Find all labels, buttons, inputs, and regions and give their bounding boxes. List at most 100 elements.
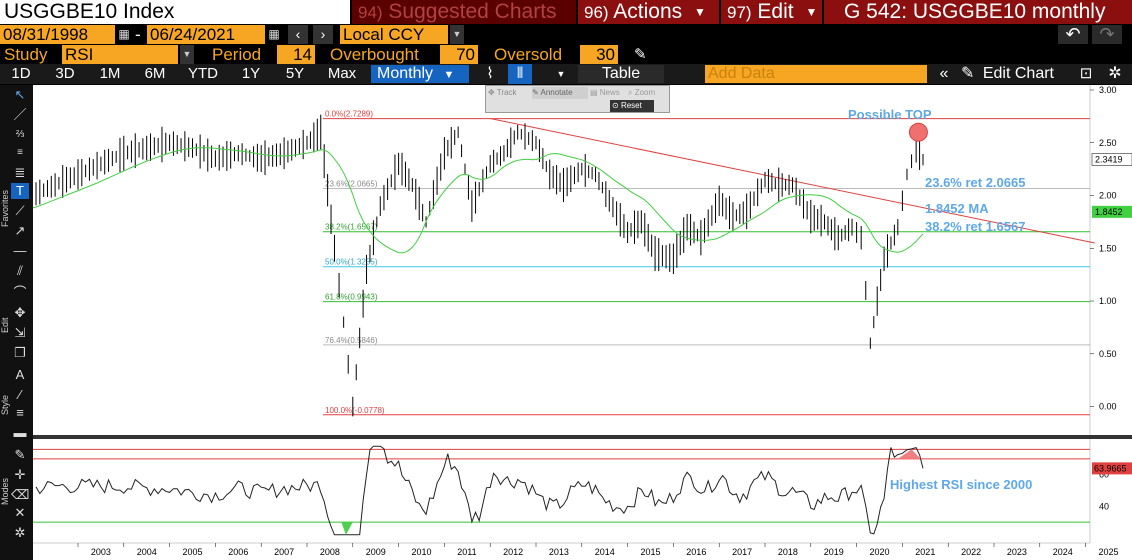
price-axis-tick-label: 1.00: [1099, 296, 1117, 306]
percent-tool-icon[interactable]: ⅔: [15, 129, 25, 140]
caret-down-icon: ▼: [805, 5, 818, 20]
period-button-1d[interactable]: 1D: [11, 65, 31, 82]
overbought-input[interactable]: 70: [440, 45, 478, 64]
x-axis-tick-label: 2004: [137, 547, 157, 557]
price-axis-tick-label: 0.00: [1099, 402, 1117, 412]
calendar-icon[interactable]: ▦: [118, 27, 130, 41]
cursor-plus-icon[interactable]: ⇲: [14, 325, 26, 340]
x-axis-tick-label: 2015: [641, 547, 661, 557]
chart-svg[interactable]: 3.00 2.50 2.00 1.50 1.00 0.50 0.00 0.0%(2.7289)…: [33, 85, 1132, 560]
oversold-input[interactable]: 30: [580, 45, 618, 64]
next-arrow-button[interactable]: ›: [313, 25, 333, 44]
rsi-annotation: Highest RSI since 2000: [890, 477, 1032, 492]
period-button-max[interactable]: Max: [327, 65, 357, 82]
edit-section-label: Edit: [0, 317, 10, 333]
prev-arrow-button[interactable]: ‹: [288, 25, 308, 44]
currency-select[interactable]: Local CCY: [340, 25, 448, 44]
zoom-label: Zoom: [634, 88, 656, 97]
track-label: Track: [496, 88, 517, 97]
eraser-icon[interactable]: ⌫: [11, 487, 30, 502]
copy-icon[interactable]: ❐: [14, 345, 26, 360]
chart-overlay-toolbar: ✥ Track ✎ Annotate ▤ News ⌕ Zoom ⊙ Reset: [485, 85, 670, 113]
trendline-tool-icon[interactable]: ⟋: [15, 203, 25, 218]
redo-icon[interactable]: ↷: [1092, 25, 1122, 44]
annotation-a-icon[interactable]: A: [15, 367, 25, 382]
fib-retracement-icon[interactable]: ≡: [17, 147, 23, 158]
ticker-field[interactable]: USGGBE10 Index: [0, 0, 350, 24]
period-button-ytd[interactable]: YTD: [188, 65, 218, 82]
brush-tool-icon[interactable]: ⌒: [13, 285, 27, 300]
caret-down-icon: ▼: [443, 69, 455, 81]
frequency-select[interactable]: Monthly ▼: [371, 65, 469, 83]
period-button-1m[interactable]: 1M: [99, 65, 121, 82]
chart-settings-icon[interactable]: ⊡: [1079, 65, 1093, 82]
text-tool-icon[interactable]: T: [11, 183, 29, 199]
fib-level-label: 50.0%(1.3255): [325, 258, 378, 267]
period-input[interactable]: 14: [277, 45, 315, 64]
x-axis-tick-label: 2024: [1053, 547, 1073, 557]
channel-tool-icon[interactable]: ⫽: [17, 263, 23, 278]
horizontal-line-icon[interactable]: —: [13, 243, 27, 258]
rsi-axis-tick-label: 40: [1099, 501, 1109, 511]
collapse-left-icon[interactable]: «: [939, 65, 949, 82]
line-style-icon[interactable]: ⁄: [18, 387, 22, 402]
line-weight-icon[interactable]: ≡: [16, 405, 24, 420]
line-chart-icon[interactable]: ⌇: [486, 65, 494, 82]
study-select[interactable]: RSI: [62, 45, 178, 64]
x-axis-tick-label: 2022: [961, 547, 981, 557]
x-axis-tick-label: 2020: [870, 547, 890, 557]
gear-icon[interactable]: ✲: [1108, 65, 1122, 82]
chart-area[interactable]: 3.00 2.50 2.00 1.50 1.00 0.50 0.00 0.0%(2.7289)…: [33, 85, 1132, 560]
cursor-icon[interactable]: ↖: [14, 87, 26, 102]
arrow-tool-icon[interactable]: ↗: [14, 223, 26, 238]
chevron-down-icon[interactable]: ▼: [180, 45, 194, 64]
possible-top-marker: [908, 122, 928, 142]
edit-menu-button[interactable]: 97) Edit ▼: [721, 0, 822, 24]
fib-level-label: 61.8%(0.9943): [325, 293, 378, 302]
end-date-input[interactable]: 06/24/2021: [147, 25, 265, 44]
calendar-icon[interactable]: ▦: [268, 27, 280, 41]
x-axis-tick-label: 2007: [274, 547, 294, 557]
ma-annotation: 1.8452 MA: [925, 201, 989, 216]
color-fill-icon[interactable]: ▬: [13, 425, 27, 440]
zoom-button[interactable]: ⌕ Zoom: [628, 88, 656, 97]
line-tool-icon[interactable]: ／: [13, 107, 27, 122]
chevron-down-icon[interactable]: ▼: [556, 69, 566, 79]
period-button-3d[interactable]: 3D: [55, 65, 75, 82]
crosshair-icon[interactable]: ✛: [14, 467, 26, 482]
ret-382-annotation: 38.2% ret 1.6567: [925, 219, 1025, 234]
move-icon[interactable]: ✥: [14, 305, 26, 320]
news-button[interactable]: ▤ News: [590, 88, 620, 97]
gear-icon[interactable]: ✲: [14, 525, 26, 540]
chevron-down-icon[interactable]: ▼: [450, 25, 464, 44]
pencil-icon[interactable]: ✎: [634, 46, 647, 63]
rsi-overbought-fill: [897, 449, 921, 459]
favorites-section-label: Favorites: [0, 189, 10, 227]
reset-button[interactable]: ⊙ Reset: [610, 100, 654, 112]
x-axis-tick-label: 2005: [183, 547, 203, 557]
delete-icon[interactable]: ✕: [14, 505, 26, 520]
suggested-charts-button[interactable]: 94) Suggested Charts: [352, 0, 576, 24]
edit-label: Edit: [757, 0, 794, 23]
pen-tool-icon[interactable]: ✎: [14, 447, 26, 462]
undo-icon[interactable]: ↶: [1058, 25, 1088, 44]
period-button-6m[interactable]: 6M: [144, 65, 166, 82]
edit-number: 97): [727, 3, 752, 22]
actions-menu-button[interactable]: 96) Actions ▼: [578, 0, 719, 24]
period-button-5y[interactable]: 5Y: [285, 65, 305, 82]
x-axis-tick-label: 2008: [320, 547, 340, 557]
fib-fan-icon[interactable]: ≣: [14, 165, 26, 180]
x-axis-tick-label: 2018: [778, 547, 798, 557]
start-date-input[interactable]: 08/31/1998: [0, 25, 115, 44]
rsi-axis-tick-label: 60: [1099, 470, 1109, 480]
track-button[interactable]: ✥ Track: [488, 88, 517, 97]
add-data-input[interactable]: Add Data: [705, 65, 927, 83]
period-button-1y[interactable]: 1Y: [241, 65, 261, 82]
fib-level-label: 23.6%(2.0665): [325, 180, 378, 189]
bar-chart-icon[interactable]: ⫴: [508, 64, 532, 84]
table-button[interactable]: Table: [578, 65, 664, 83]
annotate-button[interactable]: ✎ Annotate: [532, 87, 588, 99]
edit-chart-button[interactable]: ✎ Edit Chart: [961, 64, 1071, 84]
x-axis-tick-label: 2003: [91, 547, 111, 557]
fib-level-label: 100.0%(-0.0778): [325, 406, 385, 415]
